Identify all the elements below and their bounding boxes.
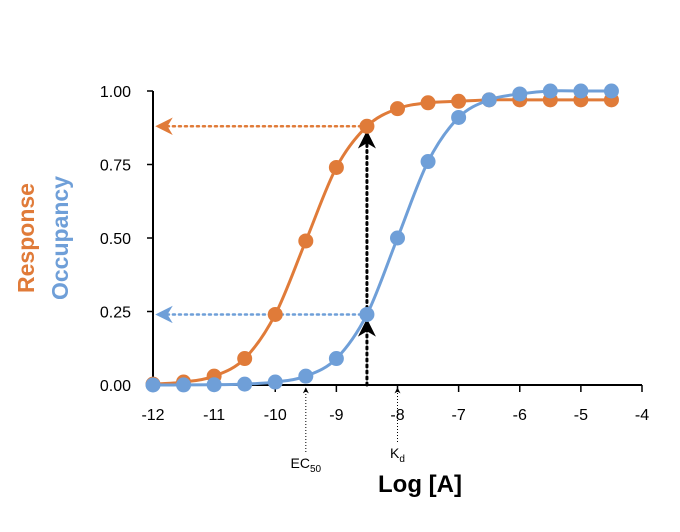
y-tick-label: 0.25 [100, 305, 131, 322]
data-point [359, 118, 375, 134]
data-point [267, 374, 283, 390]
x-tick-label: -9 [329, 407, 343, 424]
x-axis-label: Log [A] [378, 471, 462, 498]
data-point [542, 83, 558, 99]
annotation-subscript: 50 [310, 464, 322, 475]
data-point [420, 154, 436, 170]
x-tick-label: -5 [574, 407, 588, 424]
data-point [603, 83, 619, 99]
annotation: Kd [390, 445, 405, 465]
data-point [237, 376, 253, 392]
x-tick-label: -11 [203, 407, 225, 424]
data-point [451, 93, 467, 109]
x-tick-label: -8 [390, 407, 404, 424]
y-tick-label: 0.50 [100, 231, 131, 248]
data-point [298, 233, 314, 249]
data-point [390, 230, 405, 246]
data-point [328, 351, 344, 367]
data-point [359, 306, 375, 322]
series-line [152, 89, 612, 387]
y-tick-label: 1.00 [100, 84, 131, 101]
x-tick-label: -12 [141, 407, 164, 424]
x-tick-label: -6 [513, 407, 527, 424]
data-point [206, 377, 222, 393]
data-point [298, 368, 314, 384]
x-tick-label: -4 [635, 407, 649, 424]
data-point [328, 159, 344, 175]
annotation-text: EC [291, 455, 310, 471]
data-point [512, 86, 528, 102]
annotation-text: K [390, 445, 400, 461]
x-tick-label: -10 [264, 407, 287, 424]
data-point [237, 351, 253, 367]
series-line [152, 98, 612, 386]
data-point [390, 101, 405, 117]
data-point [481, 92, 497, 108]
data-point [573, 83, 589, 99]
y-axis-label: Occupancy [47, 176, 73, 300]
data-point [145, 377, 161, 393]
y-tick-label: 0.00 [100, 378, 131, 395]
data-point [420, 95, 436, 111]
y-axis-label: Response [13, 183, 39, 293]
annotation-subscript: d [399, 454, 405, 465]
data-point [451, 109, 467, 125]
data-point [267, 306, 283, 322]
data-point [176, 377, 192, 393]
y-tick-label: 0.75 [100, 158, 131, 175]
x-tick-label: -7 [452, 407, 466, 424]
annotation: EC50 [291, 455, 322, 475]
